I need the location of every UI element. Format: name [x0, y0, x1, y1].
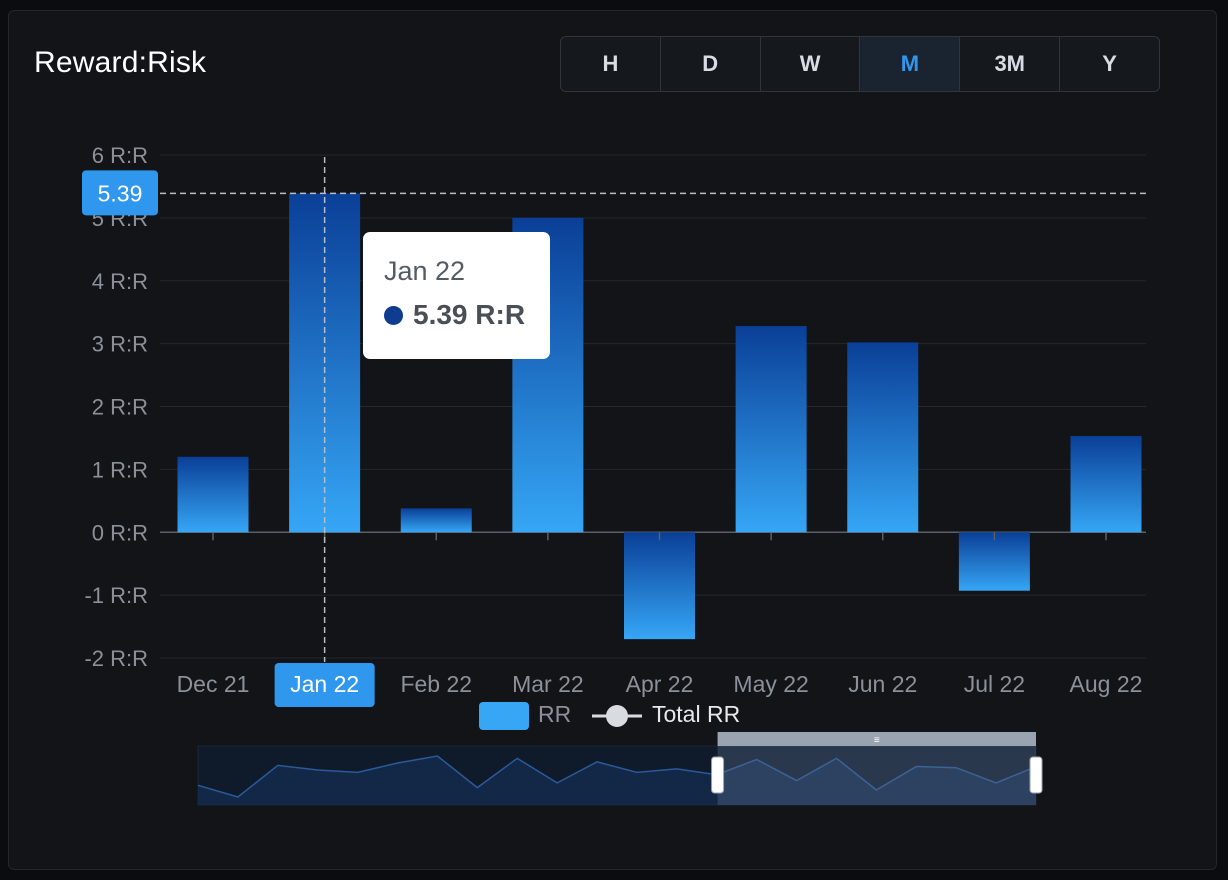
tooltip-date: Jan 22 — [384, 256, 466, 286]
bar[interactable] — [847, 342, 919, 533]
crosshair-y-badge — [82, 170, 158, 216]
period-button-h[interactable]: H — [602, 51, 619, 76]
x-tick-label: Apr 22 — [626, 671, 694, 697]
y-tick-label: -1 R:R — [84, 583, 148, 608]
tooltip-value: 5.39 R:R — [413, 299, 526, 330]
navigator-area — [198, 756, 1036, 805]
bar[interactable] — [958, 532, 1030, 591]
legend-rr-swatch[interactable] — [479, 702, 529, 730]
bar[interactable] — [400, 508, 472, 533]
y-tick-label: 6 R:R — [92, 143, 148, 168]
navigator-handle-left[interactable] — [711, 756, 725, 794]
period-selector: H D W M 3M Y — [560, 36, 1160, 92]
y-axis: -2 R:R-1 R:R0 R:R1 R:R2 R:R3 R:R4 R:R5 R… — [84, 143, 148, 671]
scrollbar-grip-icon[interactable]: ≡ — [874, 735, 880, 746]
y-tick-label: 0 R:R — [92, 520, 148, 545]
period-button-w[interactable]: W — [759, 37, 860, 91]
bar-series-rr — [177, 193, 1142, 640]
bar[interactable] — [735, 326, 807, 533]
bar[interactable] — [1070, 436, 1142, 533]
legend: RR Total RR — [479, 701, 740, 730]
x-tick-label: May 22 — [733, 671, 808, 697]
range-navigator[interactable]: ≡ — [197, 732, 1043, 806]
x-tick-label: Jun 22 — [848, 671, 917, 697]
period-button-3m[interactable]: 3M — [959, 37, 1059, 91]
crosshair-x-label: Jan 22 — [290, 671, 359, 697]
navigator-handle-right[interactable] — [1029, 756, 1043, 794]
x-tick-label: Feb 22 — [400, 671, 472, 697]
legend-total-label[interactable]: Total RR — [652, 701, 740, 727]
tooltip: Jan 22 5.39 R:R — [363, 232, 550, 359]
navigator-window[interactable] — [717, 746, 1036, 805]
period-button-y[interactable]: Y — [1059, 37, 1159, 91]
crosshair-x-badge — [274, 663, 375, 707]
chart-card — [8, 10, 1217, 870]
crosshair: 5.39 Jan 22 — [82, 157, 1146, 707]
legend-rr-label[interactable]: RR — [538, 701, 571, 727]
x-tick-label: Aug 22 — [1070, 671, 1143, 697]
crosshair-y-label: 5.39 — [98, 180, 143, 206]
x-axis: Dec 21 Feb 22 Mar 22 Apr 22 May 22 Jun 22 Jul … — [177, 532, 1143, 697]
period-button-m[interactable]: M — [859, 37, 960, 91]
chart-title: Reward:Risk — [34, 46, 207, 79]
y-tick-label: -2 R:R — [84, 646, 148, 671]
x-tick-label: Jul 22 — [964, 671, 1025, 697]
period-button-d[interactable]: D — [659, 37, 760, 91]
navigator-scrollbar[interactable] — [717, 732, 1036, 746]
legend-total-marker-icon[interactable] — [606, 705, 628, 727]
y-tick-label: 4 R:R — [92, 269, 148, 294]
navigator-line — [197, 755, 1037, 798]
series-dot-icon — [384, 305, 403, 325]
bar[interactable] — [177, 456, 249, 533]
y-tick-label: 3 R:R — [92, 332, 148, 357]
bar[interactable] — [624, 532, 695, 640]
y-tick-label: 1 R:R — [92, 457, 148, 482]
x-tick-label: Mar 22 — [512, 671, 584, 697]
x-tick-label: Dec 21 — [177, 671, 250, 697]
y-tick-label: 2 R:R — [92, 395, 148, 420]
